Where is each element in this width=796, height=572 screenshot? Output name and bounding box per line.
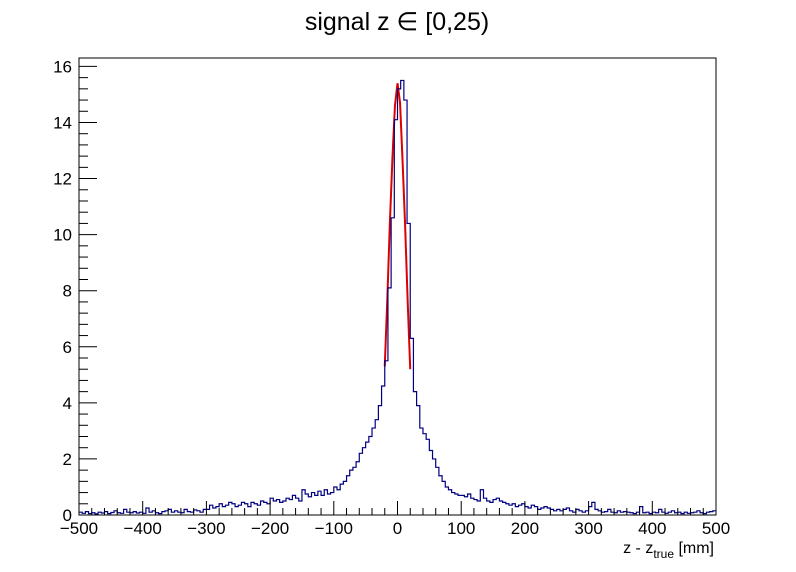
x-tick-label: −100 [315,519,353,538]
y-axis: 0 2 4 6 8 10 12 14 16 [53,57,97,525]
x-tick-label: −500 [60,519,98,538]
x-tick-label: 0 [393,519,402,538]
x-tick-label: −300 [187,519,225,538]
x-axis-label-main: z - z [623,540,653,557]
y-tick-label: 16 [53,57,72,76]
x-tick-label: −200 [251,519,289,538]
fit-curve-line [383,83,412,370]
fit-curve-layer [383,83,412,370]
chart-title: signal z ∈ [0,25) [305,8,489,36]
histogram-layer [79,79,716,515]
y-tick-label: 14 [53,113,72,132]
y-tick-label: 6 [63,338,72,357]
x-tick-label: −400 [124,519,162,538]
y-tick-label: 10 [53,226,72,245]
x-tick-label: 100 [447,519,475,538]
y-tick-label: 8 [63,282,72,301]
y-tick-label: 12 [53,170,72,189]
y-tick-label: 4 [63,394,72,413]
x-axis-label-unit: [mm] [674,540,714,557]
histogram-step-line [79,79,716,515]
plot-frame [78,57,717,516]
x-tick-label: 400 [638,519,666,538]
y-tick-label: 0 [63,506,72,525]
x-tick-label: 200 [511,519,539,538]
x-axis: −500 −400 −300 −200 −100 0 100 200 300 400 500 [60,501,730,538]
x-tick-label: 300 [574,519,602,538]
x-axis-label: z - ztrue [mm] [623,540,714,561]
x-axis-label-subscript: true [653,547,674,561]
y-tick-label: 2 [63,450,72,469]
x-tick-label: 500 [702,519,730,538]
